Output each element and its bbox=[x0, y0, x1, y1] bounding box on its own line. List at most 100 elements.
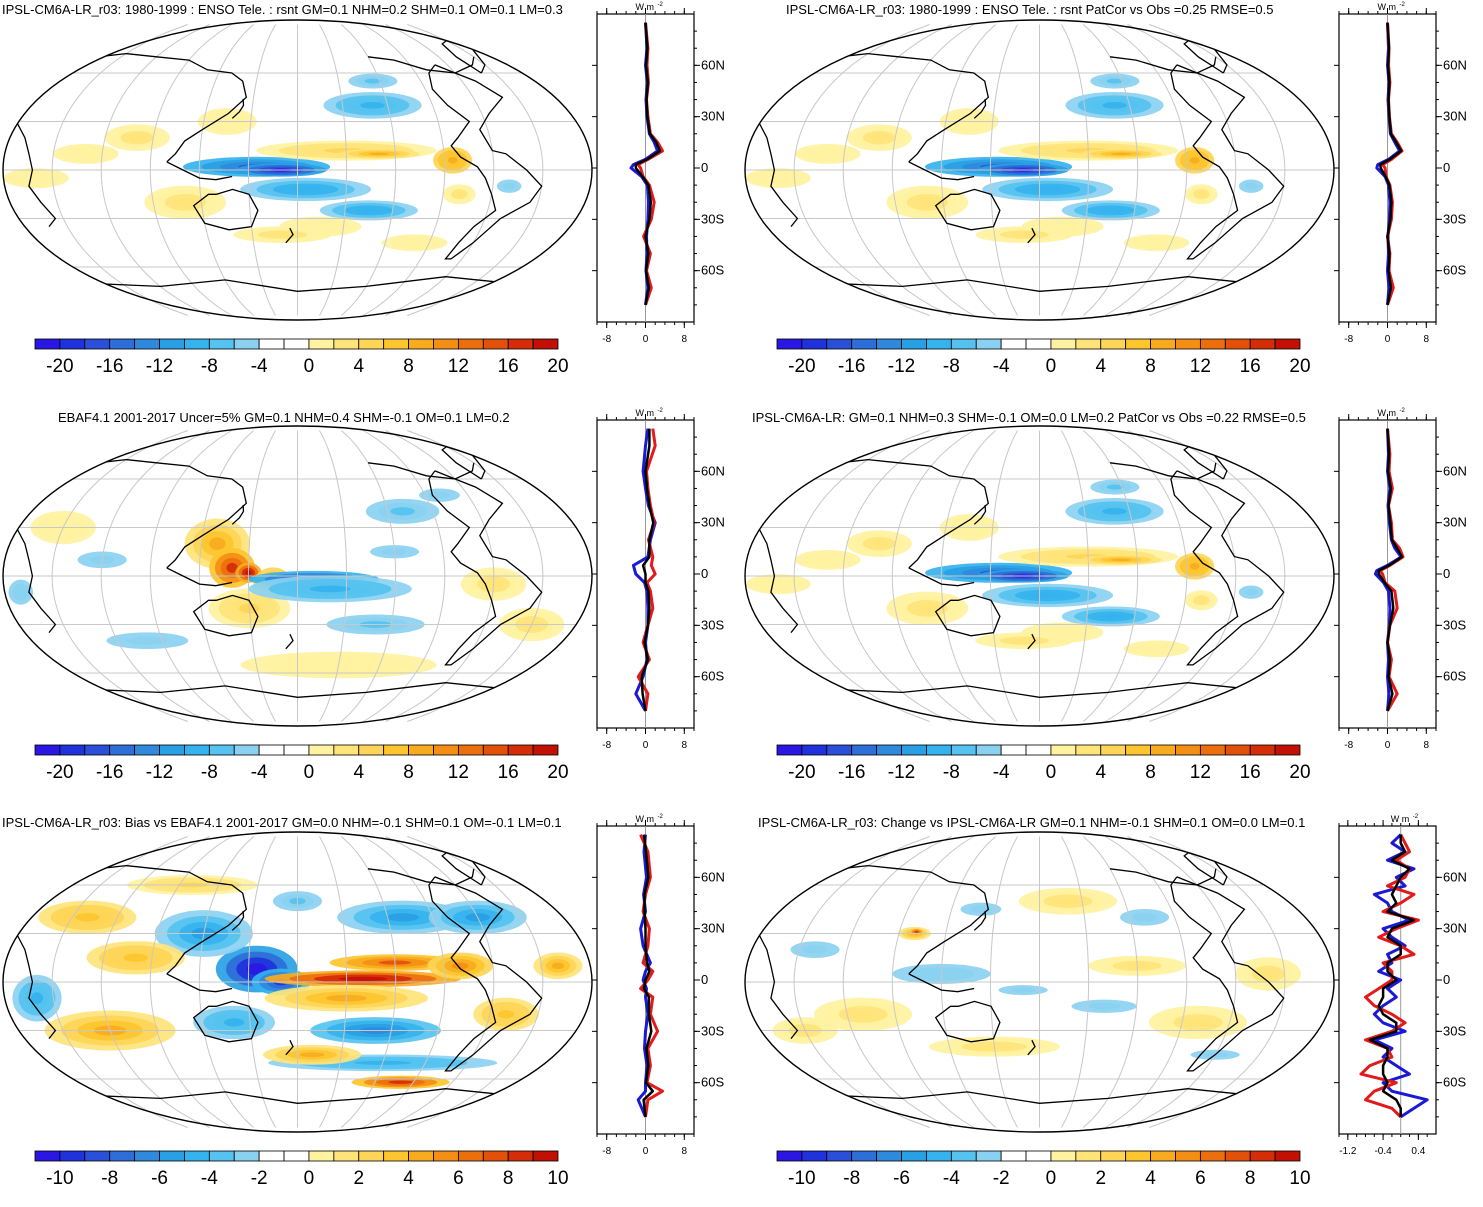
colorbar-label: 20 bbox=[547, 762, 568, 783]
colorbar-label: 12 bbox=[1190, 356, 1211, 377]
meridian-line bbox=[793, 430, 930, 722]
anomaly-blob bbox=[386, 913, 419, 922]
map-field bbox=[3, 73, 522, 252]
meridian-line bbox=[363, 24, 446, 316]
colorbar-swatch bbox=[1274, 1150, 1301, 1162]
colorbar-label: -20 bbox=[46, 356, 73, 377]
colorbar-swatch bbox=[433, 338, 459, 350]
colorbar-swatch bbox=[1125, 1150, 1151, 1162]
map-chart: -20 -16 -12 -8 -4 0 4 8 12 16 20 60N 30N 0 30S 60S -8 0 8 W… bbox=[2, 408, 725, 783]
lat-tick-label: 30N bbox=[1443, 515, 1467, 530]
coastline-path bbox=[192, 1000, 259, 1043]
colorbar-label: -8 bbox=[201, 356, 218, 377]
colorbar-swatch bbox=[1100, 1150, 1127, 1162]
coastline-path bbox=[367, 868, 475, 886]
colorbar-label: -4 bbox=[943, 1168, 960, 1189]
colorbar-swatch bbox=[826, 1150, 853, 1162]
anomaly-blob bbox=[870, 540, 888, 547]
colorbar-label: -8 bbox=[843, 1168, 860, 1189]
map-chart: -10 -8 -6 -4 -2 0 2 4 6 8 10 60N 30N 0 30S 60S -1.2 -0.4 0… bbox=[744, 814, 1467, 1189]
meridian-line bbox=[247, 24, 276, 316]
colorbar: -20 -16 -12 -8 -4 0 4 8 12 16 20 bbox=[776, 338, 1311, 377]
colorbar-label: -4 bbox=[201, 1168, 218, 1189]
colorbar-swatch bbox=[776, 338, 803, 350]
anomaly-blob bbox=[309, 585, 351, 593]
panel-title: IPSL-CM6A-LR_r03: 1980-1999 : ENSO Tele.… bbox=[786, 2, 1274, 17]
anomaly-blob bbox=[310, 224, 331, 230]
meridian-line bbox=[842, 24, 952, 316]
meridian-line bbox=[198, 430, 254, 722]
zonal-unit-exponent: -2 bbox=[1400, 2, 1406, 8]
lat-tick-label: 60N bbox=[1443, 869, 1467, 884]
meridian-line bbox=[793, 836, 930, 1128]
colorbar-label: -10 bbox=[788, 1168, 815, 1189]
meridian-line bbox=[363, 836, 446, 1128]
colorbar-label: 4 bbox=[353, 762, 364, 783]
colorbar-label: 16 bbox=[498, 356, 519, 377]
zonal-line-model bbox=[1381, 22, 1404, 306]
colorbar-swatch bbox=[1150, 338, 1176, 350]
colorbar-swatch bbox=[1175, 338, 1201, 350]
colorbar-label: 16 bbox=[498, 762, 519, 783]
colorbar-swatch bbox=[34, 1150, 61, 1162]
colorbar-swatch bbox=[482, 338, 509, 350]
colorbar-swatch bbox=[184, 338, 210, 350]
colorbar-swatch bbox=[84, 744, 111, 756]
anomaly-blob bbox=[850, 1010, 876, 1019]
colorbar: -20 -16 -12 -8 -4 0 4 8 12 16 20 bbox=[34, 744, 569, 783]
colorbar-label: -4 bbox=[251, 356, 268, 377]
colorbar-swatch bbox=[433, 1150, 459, 1162]
colorbar-swatch bbox=[59, 744, 86, 756]
anomaly-blob bbox=[1087, 1002, 1121, 1010]
map-field bbox=[8, 488, 565, 679]
colorbar-label: 20 bbox=[1289, 762, 1310, 783]
coastline-path bbox=[839, 864, 990, 975]
colorbar-label: -12 bbox=[888, 762, 915, 783]
panel-enso-tele-model: IPSL-CM6A-LR_r03: 1980-1999 : ENSO Tele.… bbox=[0, 0, 741, 395]
coastline-path bbox=[428, 470, 543, 666]
meridian-line bbox=[341, 24, 397, 316]
colorbar-swatch bbox=[532, 744, 559, 756]
coastline-path bbox=[285, 633, 294, 650]
coastline-path bbox=[15, 933, 57, 1040]
anomaly-blob bbox=[1132, 913, 1157, 922]
coastline-path bbox=[231, 910, 245, 931]
meridian-line bbox=[407, 24, 544, 316]
coastline-path bbox=[428, 876, 543, 1072]
x-tick-label: 8 bbox=[1424, 334, 1430, 345]
anomaly-blob bbox=[1052, 630, 1073, 636]
colorbar-label: 10 bbox=[1289, 1168, 1310, 1189]
colorbar-label: 20 bbox=[1289, 356, 1310, 377]
map-border bbox=[744, 425, 1335, 727]
coastline-path bbox=[428, 64, 543, 260]
coastline-path bbox=[827, 1088, 1252, 1104]
colorbar-swatch bbox=[308, 1150, 335, 1162]
colorbar-swatch bbox=[1224, 338, 1251, 350]
lat-tick-label: 60S bbox=[701, 669, 724, 684]
colorbar-swatch bbox=[1224, 744, 1251, 756]
colorbar-swatch bbox=[233, 1150, 260, 1162]
colorbar-swatch bbox=[258, 338, 285, 350]
x-tick-label: 0 bbox=[643, 740, 649, 751]
anomaly-blob bbox=[209, 537, 226, 550]
colorbar-swatch bbox=[507, 338, 534, 350]
colorbar-label: -2 bbox=[993, 1168, 1010, 1189]
x-tick-label: -8 bbox=[602, 1146, 611, 1157]
colorbar-swatch bbox=[532, 338, 559, 350]
lat-tick-label: 60S bbox=[701, 1075, 724, 1090]
colorbar-swatch bbox=[876, 1150, 902, 1162]
x-tick-label: -8 bbox=[602, 740, 611, 751]
colorbar-swatch bbox=[1274, 744, 1301, 756]
coastline-path bbox=[908, 973, 975, 993]
colorbar-swatch bbox=[59, 1150, 86, 1162]
zonal-line-model bbox=[1378, 428, 1405, 712]
map-chart: -20 -16 -12 -8 -4 0 4 8 12 16 20 60N 30N 0 30S 60S -8 0 8 W… bbox=[2, 2, 725, 377]
colorbar-label: -16 bbox=[96, 762, 123, 783]
lat-tick-label: 60N bbox=[1443, 57, 1467, 72]
x-tick-label: 0 bbox=[1385, 740, 1391, 751]
anomaly-blob bbox=[1189, 562, 1200, 570]
meridian-line bbox=[100, 836, 210, 1128]
meridian-line bbox=[891, 24, 974, 316]
x-tick-label: 0 bbox=[1385, 334, 1391, 345]
zonal-line-mean bbox=[640, 428, 655, 712]
